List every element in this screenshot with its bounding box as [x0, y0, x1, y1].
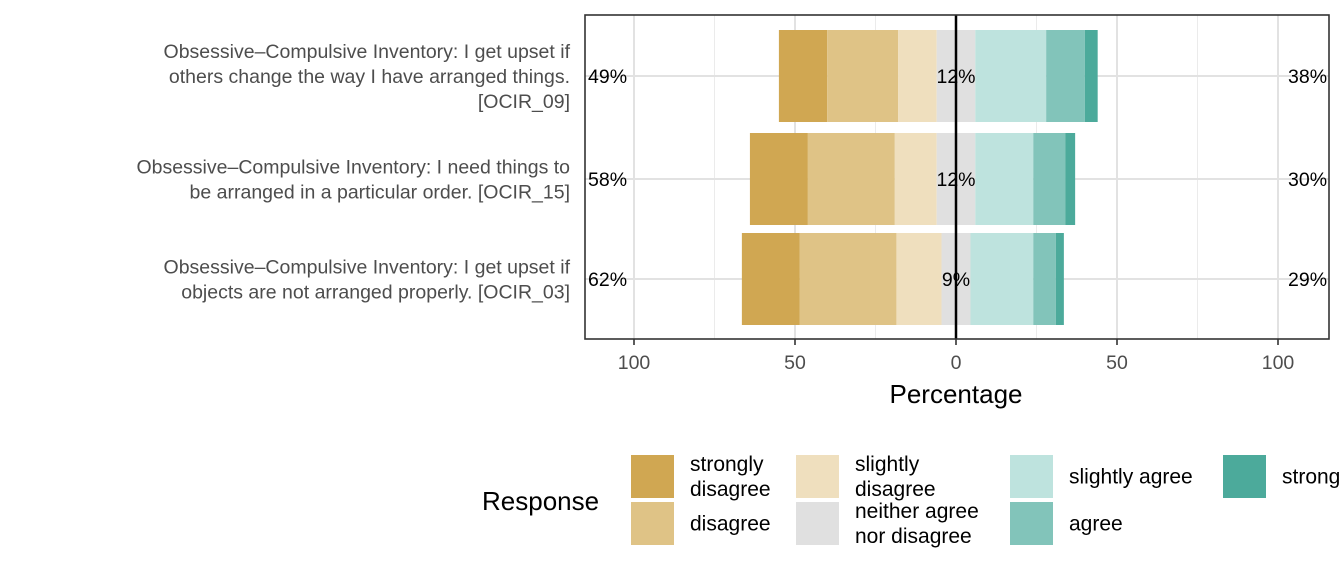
- legend-title: Response: [482, 486, 599, 516]
- plot-border: [584, 14, 1330, 340]
- bar-segment-slightly-disagree: [894, 133, 937, 225]
- legend-key: [1010, 455, 1053, 498]
- right-percent-label: 38%: [1288, 66, 1327, 88]
- bar-segment-strongly-disagree: [749, 133, 808, 225]
- left-percent-label: 49%: [588, 66, 627, 88]
- bars-layer: [741, 30, 1098, 325]
- right-percent-label: 30%: [1288, 169, 1327, 191]
- bar-segment-disagree: [799, 233, 897, 325]
- bar-segment-strongly-agree: [1084, 30, 1098, 122]
- legend-key: [631, 455, 674, 498]
- legend-label: strongly disagree: [690, 453, 771, 501]
- x-axis-title: Percentage: [890, 379, 1023, 409]
- bar-segment-slightly-agree: [975, 133, 1034, 225]
- bar-segment-slightly-agree: [970, 233, 1034, 325]
- category-label: Obsessive–Compulsive Inventory: I get up…: [164, 41, 571, 113]
- x-tick-label: 50: [1106, 352, 1128, 374]
- legend: Response strongly disagree disagree slightly…: [482, 453, 1340, 548]
- bar-segment-agree: [1033, 233, 1056, 325]
- legend-label: strong: [1282, 466, 1340, 489]
- bar-segment-disagree: [807, 133, 895, 225]
- x-tick-label: 100: [1262, 352, 1295, 374]
- legend-key: [796, 455, 839, 498]
- percent-labels-layer: 49% 12% 38%58% 12% 30%62% 9% 29%: [588, 66, 1327, 291]
- legend-key: [631, 502, 674, 545]
- right-percent-label: 29%: [1288, 269, 1327, 291]
- bar-segment-slightly-disagree: [896, 233, 942, 325]
- bar-segment-strongly-disagree: [741, 233, 800, 325]
- bar-segment-slightly-disagree: [898, 30, 937, 122]
- bar-segment-slightly-agree: [975, 30, 1047, 122]
- legend-key: [1223, 455, 1266, 498]
- legend-label: agree: [1069, 513, 1123, 536]
- x-tick-label: 0: [951, 352, 962, 374]
- legend-label: neither agree nor disagree: [855, 500, 979, 548]
- bar-segment-agree: [1033, 133, 1066, 225]
- legend-key: [796, 502, 839, 545]
- legend-label: disagree: [690, 513, 771, 536]
- legend-key: [1010, 502, 1053, 545]
- bar-segment-agree: [1046, 30, 1085, 122]
- legend-label: slightly agree: [1069, 466, 1193, 489]
- legend-label: slightly disagree: [855, 453, 936, 501]
- bar-segment-strongly-disagree: [778, 30, 828, 122]
- x-tick-label: 50: [784, 352, 806, 374]
- bar-segment-disagree: [827, 30, 899, 122]
- category-label: Obsessive–Compulsive Inventory: I need t…: [136, 157, 570, 204]
- bar-segment-strongly-agree: [1055, 233, 1064, 325]
- left-percent-label: 58%: [588, 169, 627, 191]
- x-tick-label: 100: [618, 352, 651, 374]
- left-percent-label: 62%: [588, 269, 627, 291]
- axis-layer: Obsessive–Compulsive Inventory: I get up…: [136, 14, 1330, 409]
- bar-segment-strongly-agree: [1065, 133, 1076, 225]
- category-label: Obsessive–Compulsive Inventory: I get up…: [164, 257, 571, 304]
